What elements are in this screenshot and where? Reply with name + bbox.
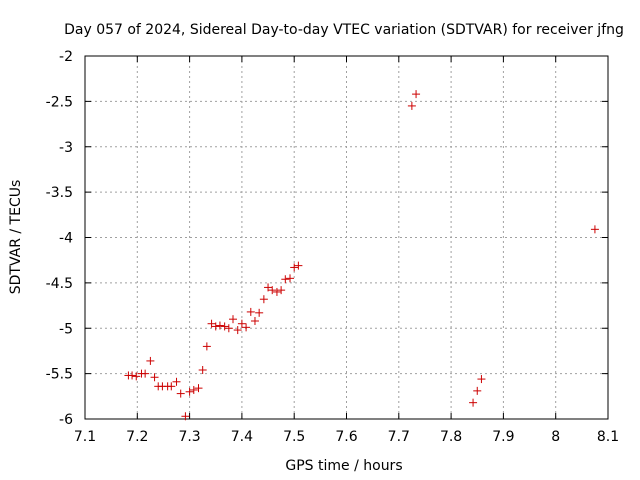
data-point (202, 342, 211, 351)
y-tick-label: -2.5 (46, 94, 73, 110)
data-point (167, 382, 176, 391)
data-point (211, 322, 220, 331)
data-point (590, 225, 599, 234)
data-point (281, 275, 290, 284)
data-point (237, 319, 246, 328)
data-point (255, 308, 264, 317)
x-axis-label: GPS time / hours (285, 458, 402, 474)
data-point (412, 90, 421, 99)
data-point (181, 412, 190, 421)
y-tick-label: -2 (59, 49, 73, 65)
data-point (277, 286, 286, 295)
data-point (128, 371, 137, 380)
data-point (286, 274, 295, 283)
axis-ticks: 7.1 7.2 7.3 7.4 7.5 7.6 7.7 7.8 7.9 8 8.1 -2 -2.5 -3 -… (46, 49, 619, 445)
data-point (146, 356, 155, 365)
data-point (250, 316, 259, 325)
x-tick-label: 7.2 (126, 429, 148, 445)
chart-title: Day 057 of 2024, Sidereal Day-to-day VTE… (64, 22, 624, 38)
data-point (224, 324, 233, 333)
x-tick-label: 8 (551, 429, 560, 445)
y-tick-label: -3.5 (46, 185, 73, 201)
y-axis-label: SDTVAR / TECUs (8, 180, 24, 295)
x-tick-label: 7.3 (178, 429, 200, 445)
data-point (242, 323, 251, 332)
x-tick-label: 7.7 (388, 429, 410, 445)
x-tick-label: 7.4 (231, 429, 253, 445)
y-tick-label: -4 (59, 231, 73, 247)
data-point (189, 385, 198, 394)
x-tick-label: 7.6 (335, 429, 357, 445)
data-point (132, 372, 141, 381)
data-point (233, 326, 242, 335)
data-point (473, 386, 482, 395)
y-tick-label: -3 (59, 140, 73, 156)
x-tick-label: 7.9 (492, 429, 514, 445)
data-point (290, 263, 299, 272)
x-tick-label: 8.1 (597, 429, 619, 445)
y-tick-label: -6 (59, 412, 73, 428)
data-point (272, 287, 281, 296)
data-point (229, 315, 238, 324)
y-tick-label: -4.5 (46, 276, 73, 292)
data-points (124, 90, 599, 421)
data-point (246, 307, 255, 316)
data-point (407, 101, 416, 110)
data-point (294, 261, 303, 270)
data-point (477, 375, 486, 384)
data-point (264, 283, 273, 292)
y-tick-label: -5 (59, 321, 73, 337)
x-tick-label: 7.8 (440, 429, 462, 445)
data-point (141, 369, 150, 378)
x-tick-label: 7.1 (74, 429, 96, 445)
data-point (150, 373, 159, 382)
data-point (215, 321, 224, 330)
data-point (207, 319, 216, 328)
data-point (172, 377, 181, 386)
data-point (469, 398, 478, 407)
data-point (185, 387, 194, 396)
x-tick-label: 7.5 (283, 429, 305, 445)
data-point (268, 286, 277, 295)
data-point (194, 384, 203, 393)
data-point (176, 389, 185, 398)
grid-lines (85, 56, 608, 419)
data-point (198, 365, 207, 374)
y-tick-label: -5.5 (46, 367, 73, 383)
data-point (259, 295, 268, 304)
data-point (220, 322, 229, 331)
